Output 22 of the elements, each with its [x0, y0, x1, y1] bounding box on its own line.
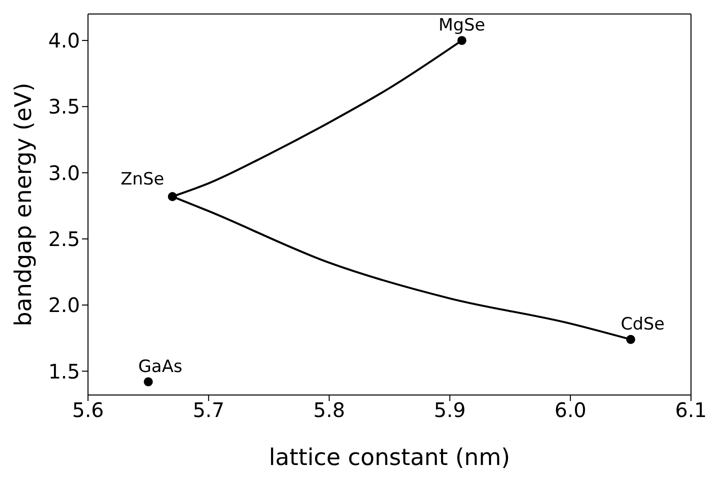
- x-tick-label: 6.0: [554, 398, 586, 422]
- point: [457, 36, 466, 45]
- point: [144, 377, 153, 386]
- y-tick-label: 3.5: [48, 94, 80, 119]
- x-tick-label: 5.6: [72, 398, 104, 422]
- y-tick-label: 1.5: [48, 359, 80, 384]
- x-tick-label: 5.7: [192, 398, 225, 422]
- x-tick-label: 5.8: [313, 398, 346, 422]
- y-tick-label: 2.0: [48, 293, 80, 318]
- y-tick-label: 4.0: [48, 28, 80, 53]
- annotation: MgSe: [438, 15, 486, 36]
- y-tick-label: 2.5: [48, 226, 80, 251]
- annotation: GaAs: [138, 356, 182, 377]
- annotation: CdSe: [620, 314, 665, 334]
- point: [626, 334, 636, 344]
- x-tick-label: 6.1: [675, 398, 707, 422]
- y-axis-title: bandgap energy (eV): [11, 82, 38, 326]
- annotation: ZnSe: [120, 170, 164, 190]
- point: [168, 192, 177, 202]
- x-tick-label: 5.9: [434, 398, 466, 422]
- x-axis-title: lattice constant (nm): [268, 445, 510, 471]
- y-tick-label: 3.0: [48, 160, 80, 185]
